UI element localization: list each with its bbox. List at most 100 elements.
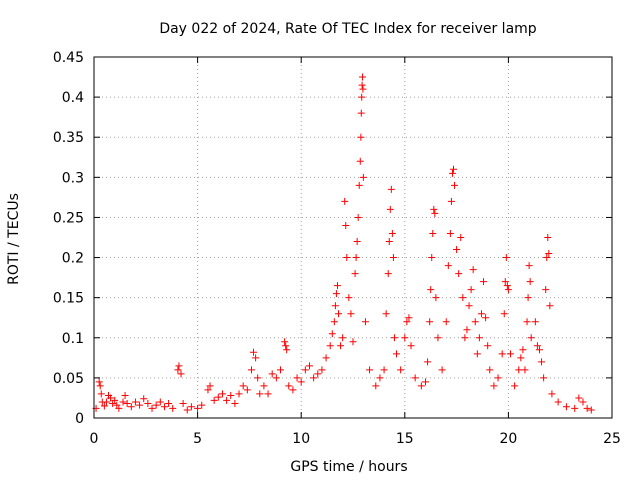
data-point bbox=[538, 358, 546, 366]
data-point bbox=[165, 400, 173, 408]
data-point bbox=[390, 334, 398, 342]
data-point bbox=[473, 350, 481, 358]
data-point bbox=[407, 342, 415, 350]
data-point bbox=[322, 354, 330, 362]
data-point bbox=[358, 93, 366, 101]
y-tick-label: 0.45 bbox=[53, 50, 84, 66]
data-point bbox=[405, 314, 413, 322]
data-point bbox=[533, 342, 541, 350]
data-point bbox=[463, 326, 471, 334]
data-point bbox=[455, 270, 463, 278]
data-point bbox=[187, 403, 195, 411]
data-point bbox=[526, 278, 534, 286]
data-point bbox=[524, 294, 532, 302]
data-point bbox=[357, 109, 365, 117]
axis-ticks: 0 5 10 15 20 25 0 0.05 0.1 0.15 0.2 0.25 0.3 0.35 0.4 0… bbox=[53, 50, 621, 447]
data-point bbox=[544, 234, 552, 241]
data-point bbox=[519, 346, 527, 354]
data-point bbox=[160, 403, 168, 411]
data-point bbox=[136, 401, 144, 409]
data-point bbox=[301, 366, 309, 374]
data-point bbox=[247, 366, 255, 374]
data-point bbox=[426, 318, 434, 326]
data-point bbox=[218, 390, 226, 398]
x-axis-label: GPS time / hours bbox=[290, 459, 407, 475]
data-point bbox=[543, 254, 551, 262]
data-point bbox=[227, 392, 235, 400]
data-point bbox=[575, 394, 583, 402]
data-point bbox=[333, 282, 341, 290]
data-point bbox=[385, 238, 393, 246]
data-point bbox=[339, 334, 347, 342]
x-tick-label: 20 bbox=[499, 431, 517, 447]
data-point bbox=[293, 374, 301, 382]
data-point bbox=[486, 366, 494, 374]
x-tick-label: 0 bbox=[90, 431, 99, 447]
data-point bbox=[438, 366, 446, 374]
data-point bbox=[354, 213, 362, 221]
data-point bbox=[102, 398, 110, 406]
data-point bbox=[357, 133, 365, 141]
data-point bbox=[95, 378, 103, 386]
data-point bbox=[359, 73, 367, 81]
data-point bbox=[587, 406, 595, 414]
data-point bbox=[515, 366, 523, 374]
data-point bbox=[330, 318, 338, 326]
data-point bbox=[517, 354, 525, 362]
data-point bbox=[361, 318, 369, 326]
data-point bbox=[523, 318, 531, 326]
data-point bbox=[490, 382, 498, 390]
data-point bbox=[358, 81, 366, 89]
data-point bbox=[281, 338, 289, 346]
data-point bbox=[243, 386, 251, 394]
data-point bbox=[376, 374, 384, 382]
data-point bbox=[285, 382, 293, 390]
y-tick-label: 0.25 bbox=[53, 210, 84, 226]
x-tick-label: 25 bbox=[603, 431, 621, 447]
data-point bbox=[527, 334, 535, 342]
data-point bbox=[545, 250, 553, 258]
data-point bbox=[571, 404, 579, 412]
data-point bbox=[388, 229, 396, 237]
data-point bbox=[223, 396, 231, 404]
data-point bbox=[334, 310, 342, 318]
data-point bbox=[562, 403, 570, 411]
data-point bbox=[531, 318, 539, 326]
data-point bbox=[469, 266, 477, 274]
y-tick-label: 0.1 bbox=[62, 331, 84, 347]
data-point bbox=[349, 338, 357, 346]
x-tick-label: 10 bbox=[292, 431, 310, 447]
data-point bbox=[372, 382, 380, 390]
data-point bbox=[305, 362, 313, 370]
data-point bbox=[465, 302, 473, 310]
data-point bbox=[457, 234, 465, 241]
data-point bbox=[332, 290, 340, 298]
data-point bbox=[366, 366, 374, 374]
plot-frame bbox=[93, 56, 613, 419]
data-point bbox=[511, 382, 519, 390]
data-point bbox=[428, 254, 436, 262]
data-point bbox=[127, 403, 135, 411]
data-point bbox=[480, 278, 488, 286]
data-point bbox=[254, 374, 262, 382]
data-point bbox=[422, 378, 430, 386]
data-point bbox=[401, 334, 409, 342]
data-point bbox=[107, 394, 115, 402]
data-point bbox=[484, 342, 492, 350]
data-point bbox=[111, 396, 119, 404]
data-point bbox=[502, 254, 510, 262]
data-point bbox=[503, 282, 511, 290]
data-point bbox=[397, 366, 405, 374]
data-point bbox=[459, 294, 467, 302]
data-point bbox=[451, 181, 459, 189]
y-tick-label: 0.2 bbox=[62, 251, 84, 267]
data-point bbox=[546, 302, 554, 310]
data-point bbox=[297, 378, 305, 386]
data-point bbox=[448, 169, 456, 177]
x-tick-label: 5 bbox=[193, 431, 202, 447]
data-point bbox=[239, 382, 247, 390]
data-point bbox=[444, 262, 452, 270]
y-tick-label: 0.15 bbox=[53, 291, 84, 307]
